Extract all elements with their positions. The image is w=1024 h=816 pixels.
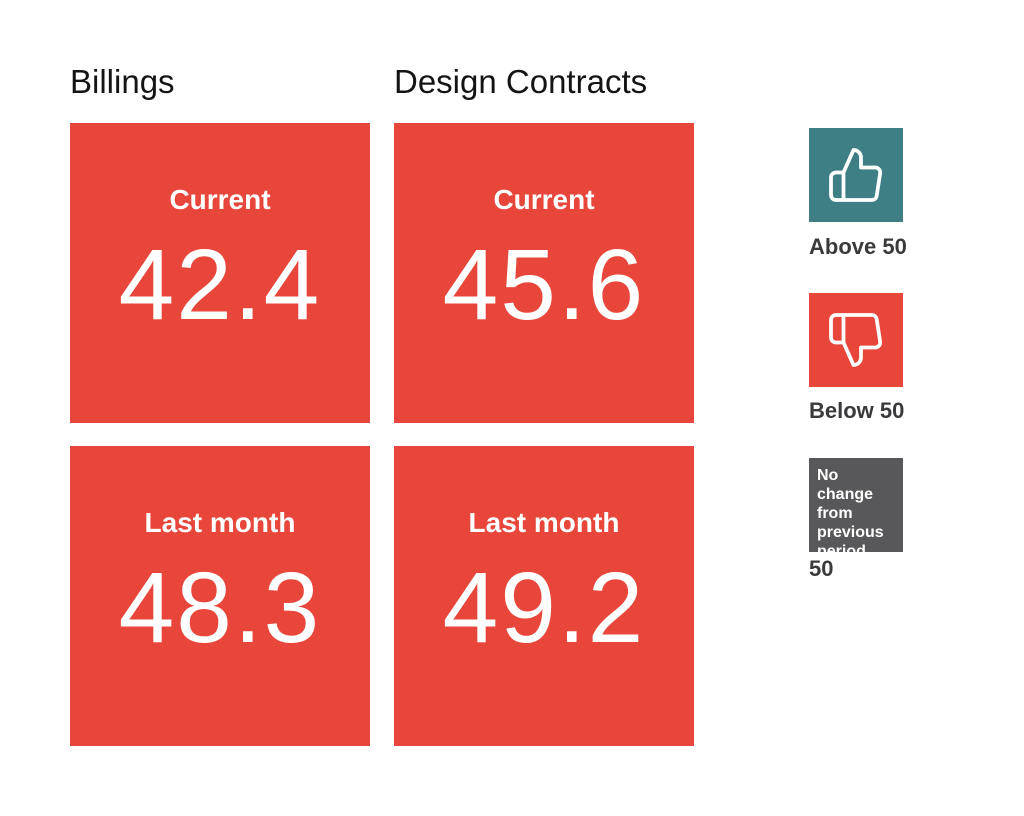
column-title-billings: Billings [70,63,175,100]
no-change-box-text: No change from previous period [817,467,884,560]
tile-label: Last month [144,507,296,538]
above-50-swatch [809,128,903,222]
no-change-value-label: 50 [809,556,834,581]
tile-value: 45.6 [442,229,646,341]
below-50-swatch [809,293,903,387]
thumbs-up-icon [829,148,883,202]
tile-billings-current: Current 42.4 [70,123,370,423]
tile-design-contracts-last-month: Last month 49.2 [394,446,694,746]
column-title-design-contracts: Design Contracts [394,63,648,100]
tile-billings-last-month: Last month 48.3 [70,446,370,746]
tile-value: 48.3 [118,552,322,664]
tile-label: Current [493,184,595,215]
no-change-swatch: No change from previous period [809,458,903,560]
tile-label: Last month [468,507,620,538]
below-50-label: Below 50 [809,398,905,423]
tile-value: 49.2 [442,552,646,664]
thumbs-down-icon [829,313,883,367]
tile-value: 42.4 [118,229,322,341]
tile-design-contracts-current: Current 45.6 [394,123,694,423]
above-50-label: Above 50 [809,234,907,259]
tile-label: Current [169,184,271,215]
